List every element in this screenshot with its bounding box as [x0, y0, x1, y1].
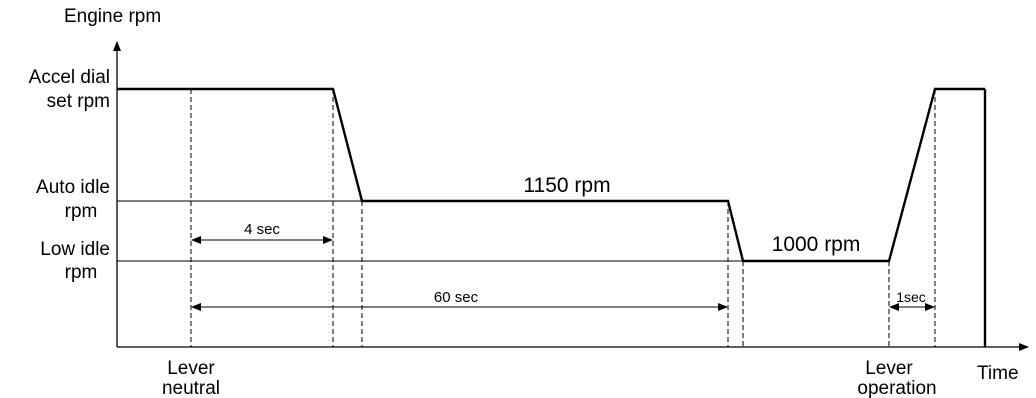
event-label-lever-neutral-2: neutral	[162, 378, 220, 398]
y-level-label-low-2: rpm	[65, 262, 98, 283]
low-idle-value-label: 1000 rpm	[772, 233, 861, 256]
rpm-curve	[117, 87, 985, 263]
y-level-label-accel-1: Accel dial	[29, 67, 110, 88]
auto-idle-value-label: 1150 rpm	[523, 174, 610, 197]
event-label-lever-neutral-1: Lever	[167, 358, 215, 379]
y-level-label-auto-2: rpm	[65, 201, 98, 222]
y-level-label-low-1: Low idle	[40, 239, 110, 260]
x-axis-title: Time	[977, 363, 1019, 384]
y-level-label-accel-2: set rpm	[47, 91, 110, 112]
interval-1sec-label: 1sec	[896, 289, 926, 305]
event-label-lever-operation-1: Lever	[865, 358, 913, 379]
event-label-lever-operation-2: operation	[857, 378, 936, 398]
interval-60sec-label: 60 sec	[434, 289, 479, 306]
interval-4sec-label: 4 sec	[244, 221, 280, 238]
y-axis-title: Engine rpm	[64, 6, 161, 27]
y-level-label-auto-1: Auto idle	[36, 177, 110, 198]
